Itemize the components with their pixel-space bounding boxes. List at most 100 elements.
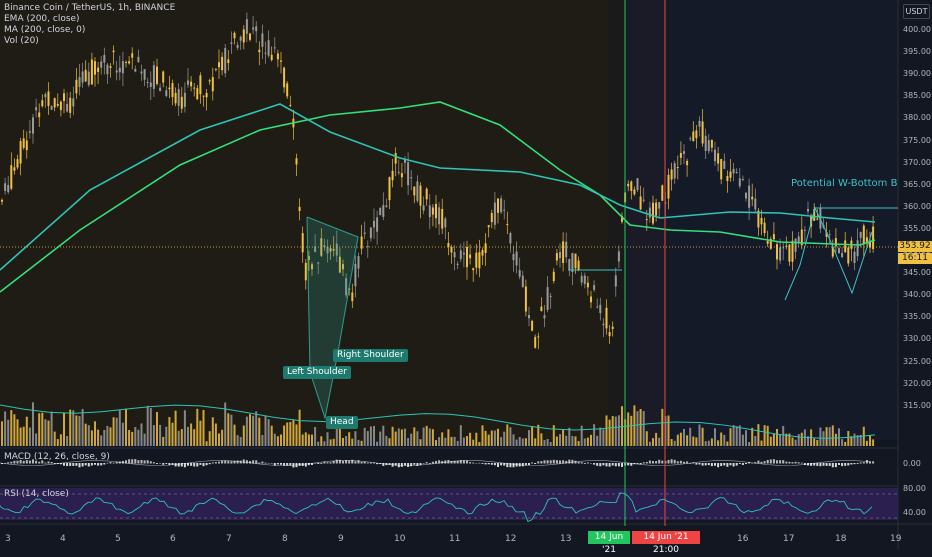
rsi-axis-label-80: 80.00 [903, 484, 926, 493]
macd-histogram-bar [115, 461, 118, 464]
time-axis-label: 3 [5, 534, 11, 544]
volume-bar [326, 432, 329, 446]
volume-bar [714, 428, 716, 446]
vol-legend[interactable]: Vol (20) [4, 36, 39, 46]
ema-legend[interactable]: EMA (200, close) [4, 14, 80, 24]
volume-bar [193, 429, 196, 446]
volume-bar [109, 427, 112, 446]
volume-bar [645, 431, 648, 446]
candle-body [171, 83, 174, 98]
macd-histogram-bar [673, 459, 676, 464]
w-bottom-annotation[interactable]: Potential W-Bottom Breakout [791, 178, 897, 189]
macd-histogram-bar [608, 463, 611, 467]
volume-bar [258, 417, 261, 446]
volume-bar [518, 436, 521, 446]
candle-body [518, 269, 521, 277]
volume-bar [394, 431, 397, 446]
macd-histogram-bar [84, 463, 87, 466]
macd-histogram-bar [605, 463, 608, 467]
volume-bar [66, 436, 69, 446]
macd-legend[interactable]: MACD (12, 26, close, 9) [4, 452, 110, 462]
candle-body [453, 252, 456, 258]
volume-bar [686, 435, 689, 446]
volume-bar [869, 435, 871, 446]
volume-bar [227, 413, 230, 446]
volume-bar [22, 426, 25, 446]
macd-histogram-bar [121, 460, 124, 464]
volume-bar [838, 428, 840, 446]
candle-body [862, 225, 865, 245]
candle-body [115, 70, 118, 73]
candle-body [549, 295, 552, 297]
volume-bar [137, 429, 140, 446]
macd-histogram-bar [230, 461, 233, 464]
volume-bar [689, 427, 692, 446]
macd-histogram-bar [44, 462, 47, 464]
macd-histogram-bar [431, 461, 434, 464]
macd-histogram-bar [577, 461, 580, 464]
macd-histogram-bar [469, 462, 472, 464]
currency-button[interactable]: USDT [903, 4, 930, 19]
head-label[interactable]: Head [326, 416, 358, 429]
candle-body [183, 92, 186, 107]
time-axis-label: 5 [115, 534, 121, 544]
volume-bar [233, 424, 236, 446]
candle-body [574, 253, 577, 269]
candle-body [593, 285, 596, 290]
volume-bar [400, 429, 403, 446]
left-shoulder-label[interactable]: Left Shoulder [283, 366, 351, 379]
macd-histogram-bar [602, 463, 605, 466]
candle-body [376, 217, 379, 232]
right-shoulder-label[interactable]: Right Shoulder [333, 349, 408, 362]
macd-histogram-bar [66, 463, 69, 467]
macd-histogram-bar [549, 460, 552, 464]
ma-legend[interactable]: MA (200, close, 0) [4, 25, 86, 35]
macd-histogram-bar [850, 463, 853, 465]
macd-histogram-bar [701, 463, 704, 466]
volume-bar [205, 441, 208, 446]
macd-histogram-bar [596, 463, 599, 466]
macd-histogram-bar [314, 462, 317, 464]
macd-histogram-bar [741, 463, 744, 466]
price-axis-label: 360.00 [903, 201, 931, 211]
macd-histogram-bar [546, 460, 549, 464]
time-axis-label: 8 [282, 534, 288, 544]
volume-bar [469, 432, 472, 446]
macd-histogram-bar [16, 460, 19, 464]
candle-body [648, 207, 651, 218]
candle-body [230, 42, 233, 44]
volume-bar [242, 425, 245, 446]
macd-histogram-bar [50, 461, 53, 464]
macd-histogram-bar [648, 460, 651, 464]
macd-histogram-bar [611, 463, 614, 466]
candle-body [760, 217, 763, 225]
volume-bar [404, 428, 406, 446]
macd-histogram-bar [180, 463, 183, 467]
macd-histogram-bar [183, 463, 186, 468]
candle-body [267, 40, 270, 56]
volume-bar [590, 434, 592, 446]
candle-body [326, 246, 329, 254]
candle-body [673, 163, 676, 179]
candle-body [38, 112, 41, 118]
candle-body [360, 236, 363, 249]
volume-bar [738, 425, 741, 446]
candle-body [555, 253, 558, 261]
macd-line [0, 460, 871, 466]
candle-body [788, 244, 791, 262]
macd-histogram-bar [7, 462, 10, 464]
candle-body [785, 245, 788, 247]
rsi-legend[interactable]: RSI (14, close) [4, 489, 69, 499]
macd-histogram-bar [735, 463, 738, 466]
candle-body [94, 61, 96, 75]
candle-body [865, 237, 868, 243]
candle-body [298, 206, 301, 212]
candle-body [273, 47, 276, 49]
macd-histogram-bar [506, 463, 509, 468]
macd-histogram-bar [363, 461, 366, 464]
candle-body [847, 247, 850, 264]
candle-body [10, 165, 13, 189]
macd-histogram-bar [614, 463, 617, 467]
macd-histogram-bar [652, 461, 654, 464]
